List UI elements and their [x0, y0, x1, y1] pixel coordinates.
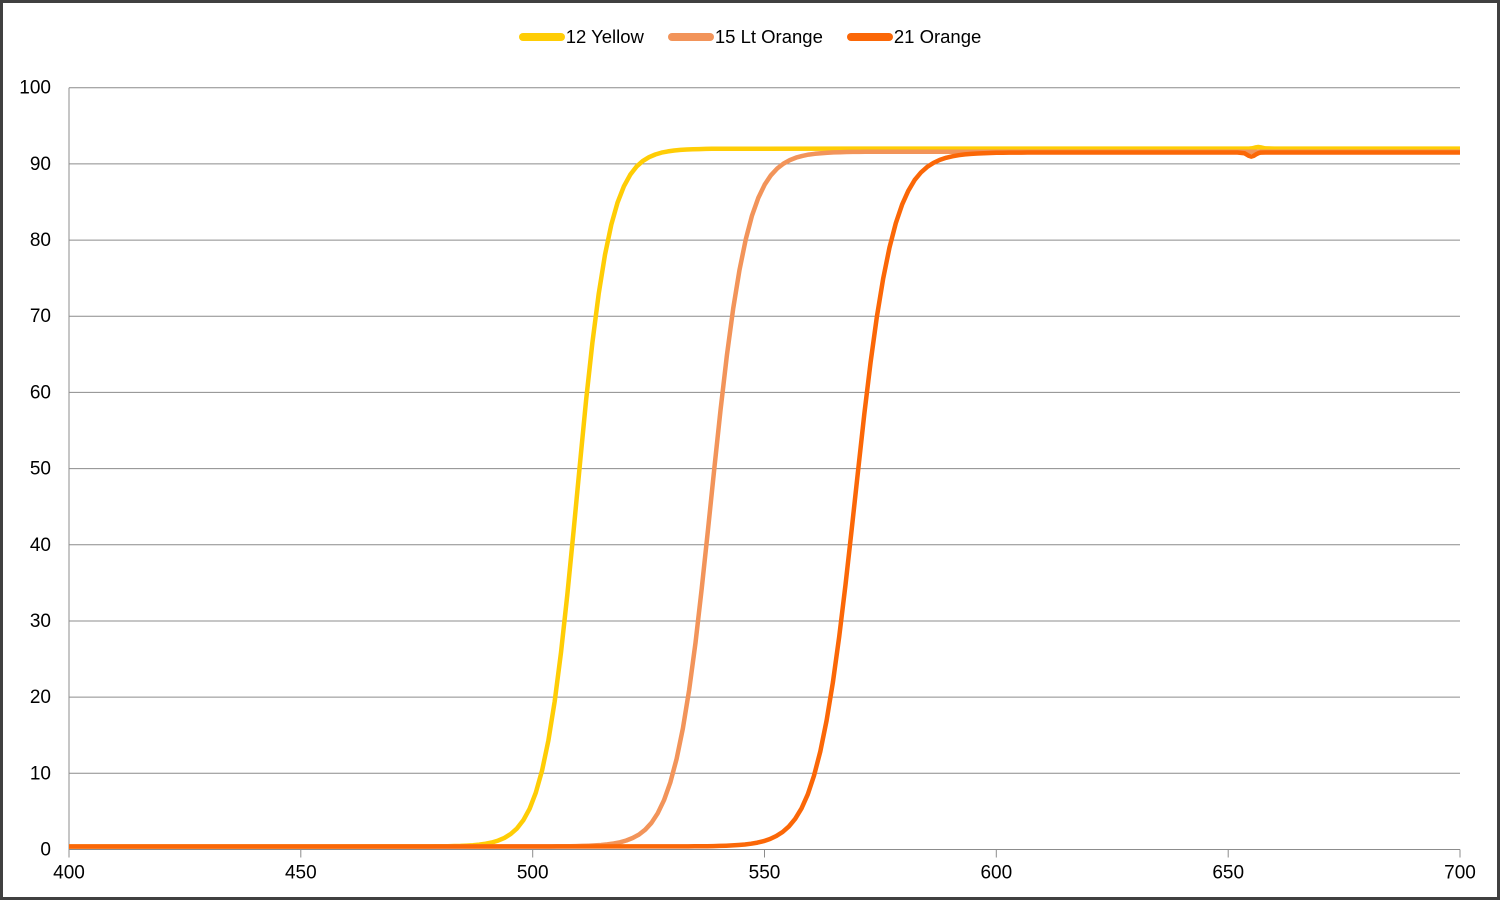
svg-text:600: 600: [980, 863, 1012, 884]
svg-text:70: 70: [30, 306, 51, 327]
svg-text:10: 10: [30, 763, 51, 784]
svg-text:80: 80: [30, 230, 51, 251]
svg-text:60: 60: [30, 382, 51, 403]
svg-text:650: 650: [1212, 863, 1244, 884]
svg-text:0: 0: [40, 840, 51, 861]
svg-text:40: 40: [30, 535, 51, 556]
svg-text:30: 30: [30, 611, 51, 632]
svg-text:700: 700: [1444, 863, 1476, 884]
svg-text:100: 100: [19, 78, 51, 99]
svg-text:550: 550: [749, 863, 781, 884]
svg-text:450: 450: [285, 863, 317, 884]
svg-text:90: 90: [30, 154, 51, 175]
svg-text:20: 20: [30, 687, 51, 708]
svg-text:500: 500: [517, 863, 549, 884]
svg-text:400: 400: [53, 863, 85, 884]
svg-text:50: 50: [30, 459, 51, 480]
